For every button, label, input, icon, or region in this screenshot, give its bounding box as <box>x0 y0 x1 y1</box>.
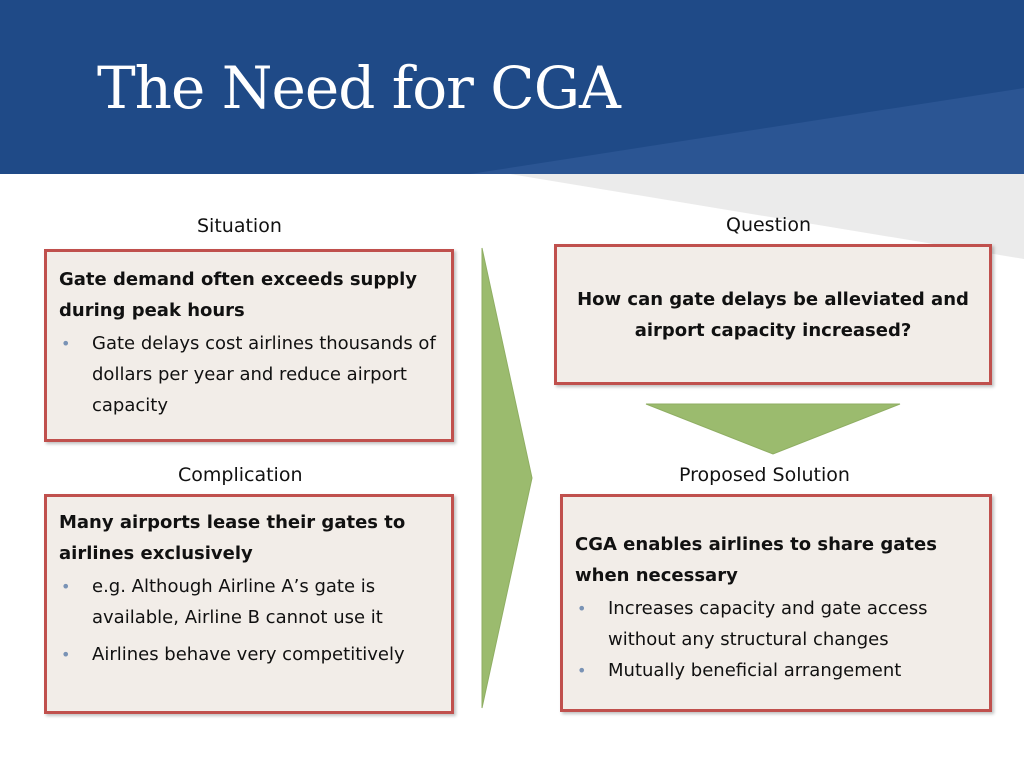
list-item: • Mutually beneficial arrangement <box>575 655 975 686</box>
question-label: Question <box>726 214 811 236</box>
situation-headline: Gate demand often exceeds supply during … <box>59 269 418 321</box>
complication-label: Complication <box>178 464 303 486</box>
complication-bullet-text: Airlines behave very competitively <box>92 644 405 665</box>
header-decoration <box>470 88 1024 174</box>
situation-box: Gate demand often exceeds supply during … <box>44 249 454 442</box>
down-arrow-icon <box>645 403 901 455</box>
bullet-icon: • <box>577 661 587 680</box>
list-item: • e.g. Although Airline A’s gate is avai… <box>59 571 439 633</box>
background-decoration <box>510 174 1024 259</box>
slide-title: The Need for CGA <box>97 54 621 122</box>
situation-bullet-list: • Gate delays cost airlines thousands of… <box>59 328 439 421</box>
list-item: • Gate delays cost airlines thousands of… <box>59 328 439 421</box>
complication-bullet-list: • e.g. Although Airline A’s gate is avai… <box>59 571 439 670</box>
solution-headline: CGA enables airlines to share gates when… <box>575 534 937 586</box>
list-item: • Airlines behave very competitively <box>59 639 439 670</box>
bullet-icon: • <box>61 577 71 596</box>
bullet-icon: • <box>577 599 587 618</box>
solution-box: CGA enables airlines to share gates when… <box>560 494 992 712</box>
question-box: How can gate delays be alleviated and ai… <box>554 244 992 385</box>
complication-box: Many airports lease their gates to airli… <box>44 494 454 714</box>
solution-bullet-list: • Increases capacity and gate access wit… <box>575 593 975 686</box>
question-text: How can gate delays be alleviated and ai… <box>577 288 969 341</box>
situation-label: Situation <box>197 215 282 237</box>
situation-bullet-text: Gate delays cost airlines thousands of d… <box>92 333 436 416</box>
bullet-icon: • <box>61 334 71 353</box>
complication-headline: Many airports lease their gates to airli… <box>59 512 406 564</box>
complication-bullet-text: e.g. Although Airline A’s gate is availa… <box>92 576 383 628</box>
solution-bullet-text: Mutually beneficial arrangement <box>608 660 902 681</box>
bullet-icon: • <box>61 645 71 664</box>
right-arrow-icon <box>481 247 533 709</box>
list-item: • Increases capacity and gate access wit… <box>575 593 975 655</box>
solution-bullet-text: Increases capacity and gate access witho… <box>608 598 928 650</box>
solution-label: Proposed Solution <box>679 464 850 486</box>
slide-header: The Need for CGA <box>0 0 1024 174</box>
